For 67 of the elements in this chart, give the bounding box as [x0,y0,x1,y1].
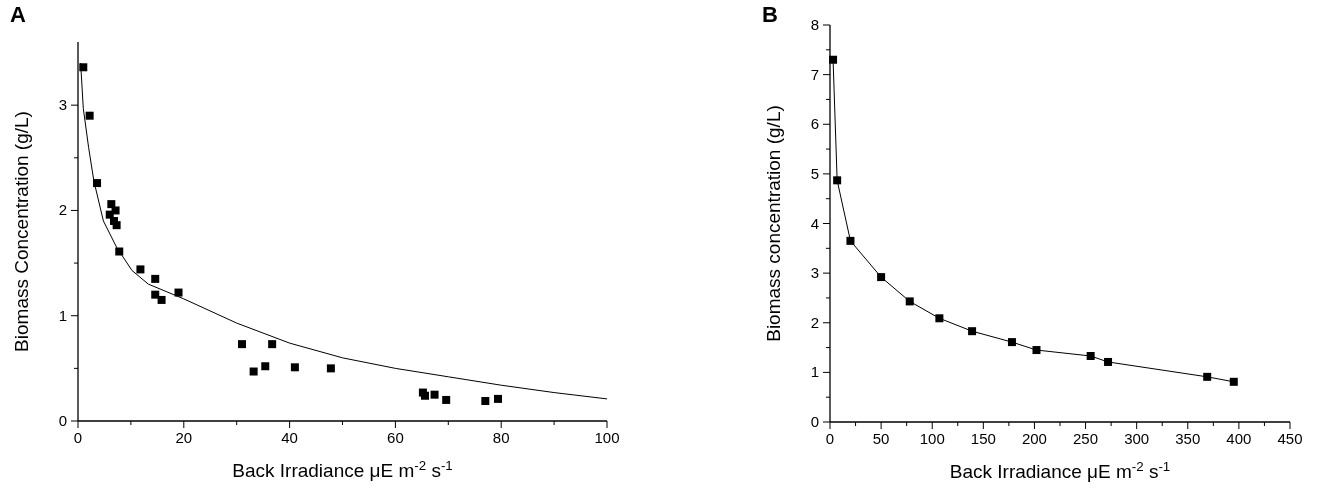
point [151,290,160,299]
point [905,297,914,306]
x-tick-label: 40 [281,429,298,446]
point [935,314,944,323]
x-tick-label: 50 [872,430,890,447]
point [968,327,977,336]
x-tick-label: 400 [1226,430,1252,447]
point [290,363,299,372]
chart-title: A [10,2,26,27]
point [249,367,258,376]
point [326,364,335,373]
point [877,273,886,282]
point [107,200,116,209]
y-axis-title: Biomass Concentration (g/L) [11,111,32,352]
point [1007,338,1016,347]
y-tick-label: 3 [58,96,67,114]
chart-title: B [762,2,778,27]
y-tick-label: 5 [810,164,819,182]
x-axis-title: Back Irradiance μE m$^{-2}$ s$^{-1}$ [232,457,453,481]
y-tick-label: 0 [58,412,67,429]
x-tick-label: 0 [825,430,835,447]
point [85,111,94,120]
x-tick-label: 100 [594,429,620,446]
point [833,176,842,185]
point [261,362,270,371]
point [1032,346,1041,355]
y-tick-label: 0 [810,413,819,430]
y-tick-label: 2 [58,201,67,219]
y-tick-label: 1 [810,363,819,381]
x-tick-label: 100 [919,430,945,447]
point [1086,352,1095,360]
point [829,55,838,64]
y-tick-label: 1 [58,306,67,324]
x-tick-label: 250 [1073,430,1099,447]
point [442,395,451,404]
x-tick-label: 450 [1277,430,1303,447]
x-tick-label: 0 [73,429,83,446]
point [481,397,490,405]
x-tick-label: 150 [970,430,996,447]
y-axis-title: Biomass concentration (g/L) [763,105,784,342]
point [174,288,183,297]
x-tick-label: 350 [1175,430,1201,447]
x-tick-label: 80 [492,429,510,446]
y-tick-label: 6 [810,115,819,133]
point [237,340,246,349]
x-tick-label: 200 [1021,430,1047,447]
point [1203,372,1212,381]
x-axis-title: Back Irradiance μE m$^{-2}$ s$^{-1}$ [949,458,1171,482]
y-tick-label: 7 [810,65,819,83]
point [1104,357,1113,366]
y-tick-label: 2 [810,313,819,331]
x-tick-label: 60 [387,429,404,446]
y-tick-label: 8 [810,16,819,33]
y-tick-label: 3 [810,264,819,282]
point [1229,377,1238,386]
point [136,265,145,274]
point [430,390,439,399]
point [494,394,503,403]
point [846,236,855,245]
point [268,340,277,349]
y-tick-label: 4 [810,214,819,232]
point [111,206,120,215]
point [157,295,166,304]
point [112,221,121,230]
x-tick-label: 20 [175,429,193,446]
x-tick-label: 300 [1124,430,1150,447]
point [151,274,160,283]
